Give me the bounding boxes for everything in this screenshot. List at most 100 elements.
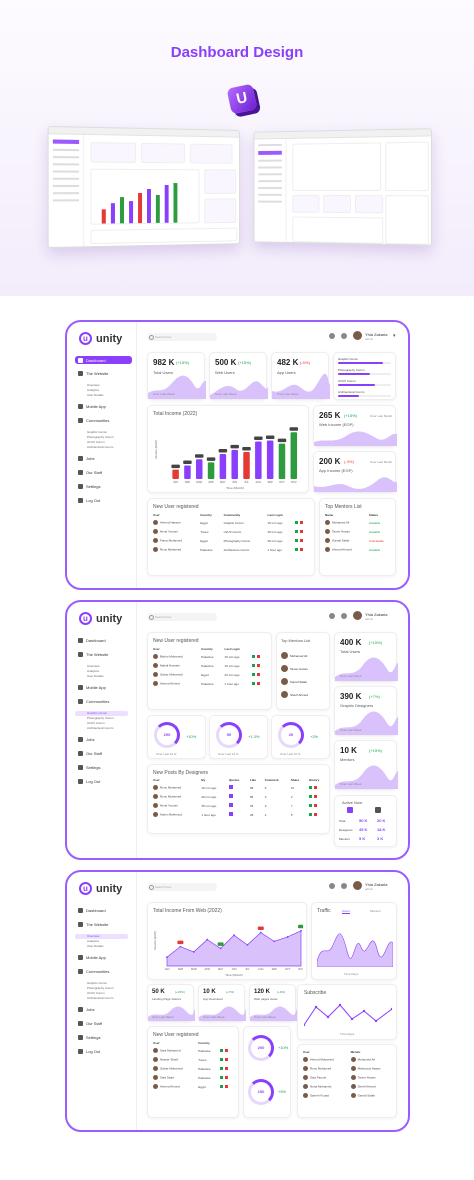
table-row[interactable]: Ahmed Mohamed Mohamed Ali <box>301 1055 395 1064</box>
mentor-item[interactable]: Tamer Hosan <box>281 662 325 675</box>
table-row[interactable]: Sohaz Mohamed Palestine <box>151 1064 237 1073</box>
data-point[interactable] <box>180 946 182 948</box>
notification-icon[interactable] <box>329 883 335 889</box>
delete-icon[interactable] <box>225 1076 228 1079</box>
mentor-item[interactable]: Sherif Ahmed <box>281 688 325 701</box>
brand[interactable]: u unity <box>79 612 122 625</box>
community-item[interactable]: UI/UX Comm <box>338 379 391 390</box>
delete-icon[interactable] <box>225 1067 228 1070</box>
chevron-down-icon[interactable]: ▾ <box>393 333 399 339</box>
data-point[interactable] <box>220 948 222 950</box>
nav-logout[interactable]: Log Out <box>75 1047 132 1056</box>
bar[interactable] <box>243 452 250 479</box>
nav-mobile-app[interactable]: Mobile App <box>75 953 132 962</box>
edit-icon[interactable] <box>295 530 298 533</box>
nav-logout[interactable]: Log Out <box>75 496 132 505</box>
mentor-item[interactable]: Kamal Salah <box>281 675 325 688</box>
bar[interactable] <box>267 441 274 479</box>
delete-icon[interactable] <box>300 530 303 533</box>
data-point[interactable] <box>166 956 168 958</box>
table-row[interactable]: Noha Mohamed Sherif Ahmed <box>301 1082 395 1091</box>
bar[interactable] <box>172 470 179 479</box>
table-row[interactable]: Rony Mohamed 15 min ago 88 5 10 <box>151 783 328 792</box>
nav-sub-user-details[interactable]: User Details <box>75 393 132 398</box>
edit-icon[interactable] <box>220 1049 223 1052</box>
edit-icon[interactable] <box>295 548 298 551</box>
document-icon[interactable] <box>229 785 233 789</box>
data-point[interactable] <box>206 939 208 941</box>
table-row[interactable]: Sohaz Mohamed Egypt 20 min ago <box>151 670 270 679</box>
nav-sub-user-details[interactable]: User Details <box>75 674 132 679</box>
notification-icon[interactable] <box>329 333 335 339</box>
avatar[interactable] <box>353 331 362 340</box>
nav-jobs[interactable]: Jobs <box>75 735 132 744</box>
nav-jobs[interactable]: Jobs <box>75 1005 132 1014</box>
nav-dashboard[interactable]: Dashboard <box>75 636 132 645</box>
community-item[interactable]: Graphic Comm <box>338 357 391 368</box>
bar[interactable] <box>231 450 238 479</box>
table-row[interactable]: Karim Mahmoud 1 hour ago 28 4 5 <box>151 810 328 819</box>
table-row[interactable]: Said Farouk Tamer Hosan <box>301 1073 395 1082</box>
bar[interactable] <box>220 454 227 479</box>
bar[interactable] <box>208 462 215 479</box>
search-input[interactable]: Search here <box>147 613 217 621</box>
nav-mobile-app[interactable]: Mobile App <box>75 402 132 411</box>
nav-staff[interactable]: Our Staff <box>75 749 132 758</box>
bar[interactable] <box>255 442 262 479</box>
edit-icon[interactable] <box>220 1076 223 1079</box>
community-item[interactable]: Photography Comm <box>338 368 391 379</box>
nav-sub-architectural[interactable]: Architectural Comm <box>75 726 132 731</box>
edit-icon[interactable] <box>252 664 255 667</box>
nav-settings[interactable]: Settings <box>75 1033 132 1042</box>
table-row[interactable]: Said Saad Palestine <box>151 1073 237 1082</box>
nav-website[interactable]: The Website <box>75 650 132 659</box>
notification-icon[interactable] <box>329 613 335 619</box>
table-row[interactable]: Rony Mohamed 20 min ago 85 3 2 <box>151 792 328 801</box>
tab-users[interactable]: Users <box>342 909 350 914</box>
edit-icon[interactable] <box>220 1085 223 1088</box>
data-point[interactable] <box>247 944 249 946</box>
nav-sub-user-details[interactable]: User Details <box>75 944 132 949</box>
data-point[interactable] <box>300 930 302 932</box>
avatar[interactable] <box>353 611 362 620</box>
search-input[interactable]: Search here <box>147 883 217 891</box>
delete-icon[interactable] <box>300 548 303 551</box>
delete-icon[interactable] <box>314 795 317 798</box>
table-row[interactable]: Sara Mohamed Palestine <box>151 1046 237 1055</box>
table-row[interactable]: Rony Mohamed Palestine Architecture Comm 1 … <box>151 545 313 554</box>
table-row[interactable]: Rony Mohamed Mahmoud Hasan <box>301 1064 395 1073</box>
data-point[interactable] <box>287 936 289 938</box>
table-row[interactable]: Hend Younes 45 min ago 25 9 7 <box>151 801 328 810</box>
data-point[interactable] <box>273 940 275 942</box>
nav-dashboard[interactable]: Dashboard <box>75 356 132 364</box>
table-row[interactable]: Ahmed Hassan Egypt Graphic Comm 15 min ago <box>151 518 313 527</box>
nav-settings[interactable]: Settings <box>75 763 132 772</box>
nav-staff[interactable]: Our Staff <box>75 1019 132 1028</box>
nav-dashboard[interactable]: Dashboard <box>75 906 132 915</box>
table-row[interactable]: Ahmed Ahmed Avaiable <box>323 545 394 554</box>
table-row[interactable]: Farna Mohamed Egypt Photography Comm 30 min… <box>151 536 313 545</box>
table-row[interactable]: Ahmed Ahmed Palestine 1 hour ago <box>151 679 270 688</box>
edit-icon[interactable] <box>295 521 298 524</box>
avatar[interactable] <box>353 881 362 890</box>
nav-communities[interactable]: Communities <box>75 697 132 706</box>
delete-icon[interactable] <box>314 804 317 807</box>
table-row[interactable]: Sameh Fouad Gamal Salah <box>301 1091 395 1100</box>
brand[interactable]: u unity <box>79 882 122 895</box>
nav-jobs[interactable]: Jobs <box>75 454 132 463</box>
nav-mobile-app[interactable]: Mobile App <box>75 683 132 692</box>
mentor-item[interactable]: Mohamed Ali <box>281 649 325 662</box>
message-icon[interactable] <box>341 613 347 619</box>
edit-icon[interactable] <box>220 1058 223 1061</box>
delete-icon[interactable] <box>257 664 260 667</box>
edit-icon[interactable] <box>309 795 312 798</box>
data-point[interactable] <box>193 951 195 953</box>
edit-icon[interactable] <box>252 682 255 685</box>
edit-icon[interactable] <box>295 539 298 542</box>
community-item[interactable]: Architectural Comm <box>338 390 391 401</box>
search-input[interactable]: Search here <box>147 333 217 341</box>
edit-icon[interactable] <box>252 673 255 676</box>
delete-icon[interactable] <box>314 786 317 789</box>
document-icon[interactable] <box>229 794 233 798</box>
data-point[interactable] <box>233 934 235 936</box>
